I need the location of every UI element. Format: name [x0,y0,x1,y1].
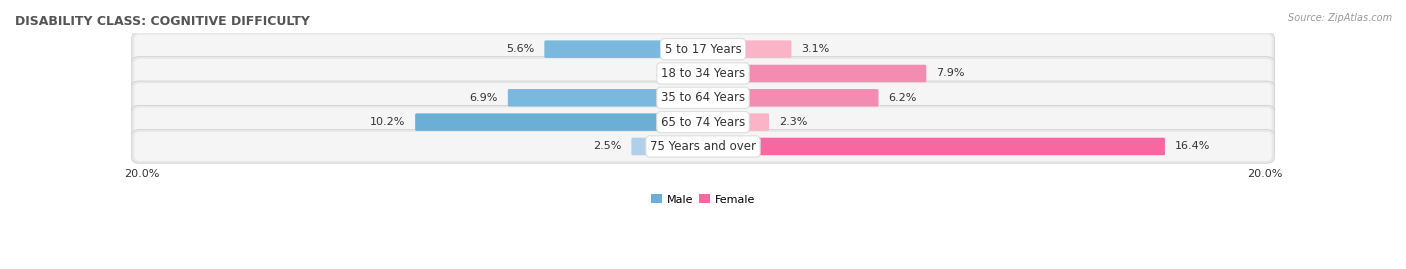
FancyBboxPatch shape [135,108,1271,137]
FancyBboxPatch shape [508,89,704,107]
FancyBboxPatch shape [544,40,704,58]
FancyBboxPatch shape [135,59,1271,88]
FancyBboxPatch shape [702,40,792,58]
Text: 3.1%: 3.1% [801,44,830,54]
Text: Source: ZipAtlas.com: Source: ZipAtlas.com [1288,13,1392,23]
FancyBboxPatch shape [132,32,1274,66]
Legend: Male, Female: Male, Female [647,190,759,209]
FancyBboxPatch shape [415,113,704,131]
FancyBboxPatch shape [135,132,1271,161]
Text: 65 to 74 Years: 65 to 74 Years [661,116,745,129]
Text: 18 to 34 Years: 18 to 34 Years [661,67,745,80]
Text: 16.4%: 16.4% [1175,141,1211,151]
Text: 7.9%: 7.9% [936,69,965,79]
FancyBboxPatch shape [132,57,1274,90]
FancyBboxPatch shape [135,34,1271,64]
FancyBboxPatch shape [132,81,1274,115]
FancyBboxPatch shape [702,138,1166,155]
FancyBboxPatch shape [702,89,879,107]
FancyBboxPatch shape [132,105,1274,139]
Text: 5 to 17 Years: 5 to 17 Years [665,43,741,56]
Text: 2.5%: 2.5% [593,141,621,151]
Text: 35 to 64 Years: 35 to 64 Years [661,91,745,104]
Text: DISABILITY CLASS: COGNITIVE DIFFICULTY: DISABILITY CLASS: COGNITIVE DIFFICULTY [15,15,309,28]
Text: 2.3%: 2.3% [779,117,807,127]
Text: 0.0%: 0.0% [664,69,692,79]
Text: 5.6%: 5.6% [506,44,534,54]
Text: 10.2%: 10.2% [370,117,405,127]
FancyBboxPatch shape [702,65,927,82]
FancyBboxPatch shape [132,130,1274,163]
Text: 6.2%: 6.2% [889,93,917,103]
Text: 6.9%: 6.9% [470,93,498,103]
Text: 75 Years and over: 75 Years and over [650,140,756,153]
FancyBboxPatch shape [631,138,704,155]
FancyBboxPatch shape [135,83,1271,112]
FancyBboxPatch shape [702,113,769,131]
